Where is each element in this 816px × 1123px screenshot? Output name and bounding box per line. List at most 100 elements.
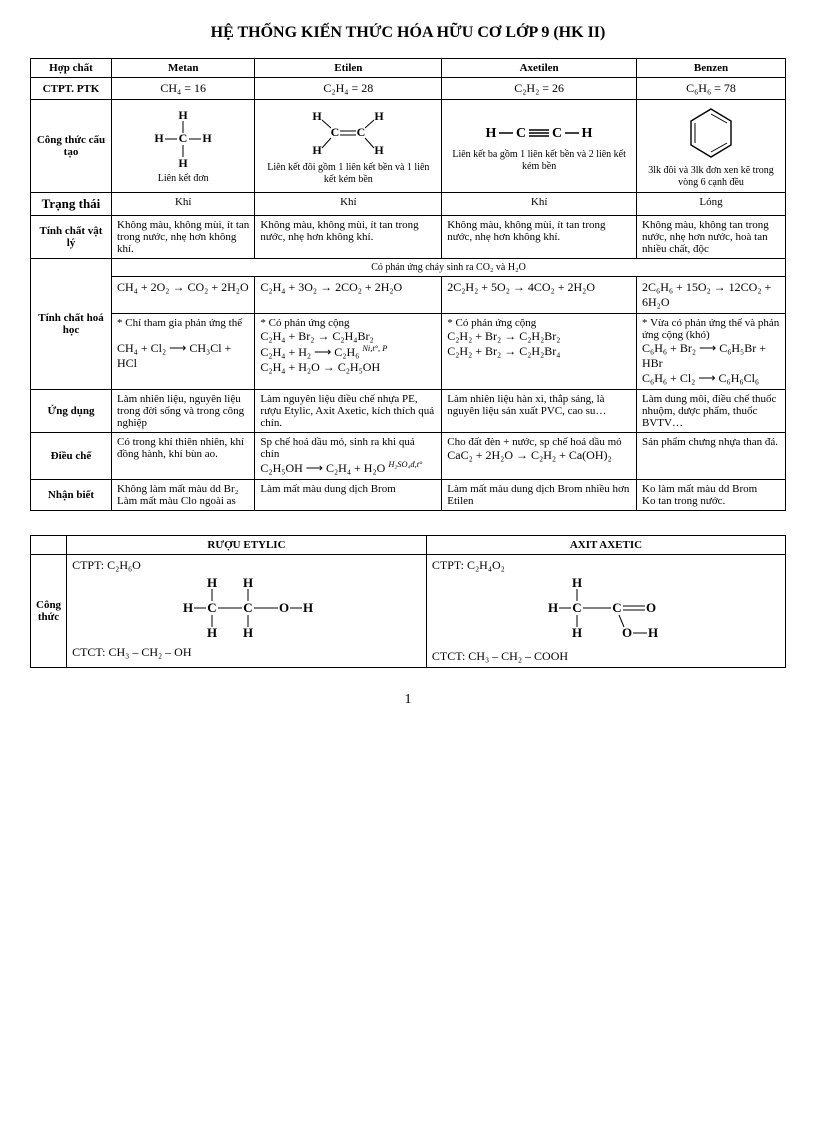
ctpt-label: CTPT. PTK: [31, 78, 112, 100]
tchh-eq-etilen-b: C₂H₄ + H₂ ⟶ C₂H₆ Ni,t°, P: [260, 344, 436, 360]
struct-benzen: 3lk đôi và 3lk đơn xen kẽ trong vòng 6 c…: [637, 100, 786, 193]
tbl2-congthuc-row: Công thức CTPT: C₂H₆O C C O H H H H H H: [31, 555, 786, 668]
svg-text:C: C: [552, 126, 562, 141]
dieuche-etilen-b: C₂H₅OH ⟶ C₂H₄ + H₂O H₂SO₄đ,t°: [260, 460, 436, 476]
tchh-eq-metan: CH₄ + Cl₂ ⟶ CH₃Cl + HCl: [117, 341, 249, 371]
acetic-acid-icon: C C H H H O O H: [541, 575, 671, 645]
tbl2-etylic: CTPT: C₂H₆O C C O H H H H H H CTCT:: [67, 555, 427, 668]
trangthai-etilen: Khí: [255, 193, 442, 216]
page-number: 1: [30, 692, 786, 708]
svg-text:H: H: [183, 600, 193, 615]
tchh-eq-etilen-a: C₂H₄ + Br₂ → C₂H₄Br₂: [260, 329, 436, 344]
tchh-eq-axetilen-a: C₂H₂ + Br₂ → C₂H₂Br₂: [447, 329, 631, 344]
page-title: HỆ THỐNG KIẾN THỨC HÓA HỮU CƠ LỚP 9 (HK …: [30, 24, 786, 42]
svg-text:C: C: [331, 125, 340, 139]
svg-text:H: H: [243, 625, 253, 640]
etylic-ctct: CTCT: CH₃ – CH₂ – OH: [72, 645, 421, 660]
ethylene-icon: C C H H H H: [303, 108, 393, 158]
tchh-eq-benzen-a: C₆H₆ + Br₂ ⟶ C₆H₅Br + HBr: [642, 341, 780, 371]
svg-text:H: H: [572, 625, 582, 640]
ungdung-etilen: Làm nguyên liệu điều chế nhựa PE, rượu E…: [255, 390, 442, 433]
svg-text:H: H: [207, 575, 217, 590]
tchh-c-axetilen: 2C₂H₂ + 5O₂ → 4CO₂ + 2H₂O: [442, 277, 637, 314]
svg-text:H: H: [572, 575, 582, 590]
ctpt-metan: CH₄ = 16: [112, 78, 255, 100]
svg-text:H: H: [313, 143, 323, 157]
struct-etilen: C C H H H H Liên kết đôi gồm 1 liên kết …: [255, 100, 442, 193]
tcvl-benzen: Không màu, không tan trong nước, nhẹ hơn…: [637, 216, 786, 259]
col-benzen: Benzen: [637, 59, 786, 78]
tchh-e-metan: * Chỉ tham gia phản ứng thế CH₄ + Cl₂ ⟶ …: [112, 314, 255, 390]
dieuche-axetilen-a: Cho đất đèn + nước, sp chế hoá dầu mỏ: [447, 436, 631, 448]
ctpt-row: CTPT. PTK CH₄ = 16 C₂H₄ = 28 C₂H₂ = 26 C…: [31, 78, 786, 100]
tchh-h-benzen: * Vừa có phản ứng thế và phản ứng cộng (…: [642, 317, 780, 341]
tchh-eq-axetilen-b: C₂H₂ + Br₂ → C₂H₂Br₄: [447, 344, 631, 359]
svg-text:H: H: [155, 131, 165, 145]
svg-text:H: H: [243, 575, 253, 590]
dieuche-axetilen-b: CaC₂ + 2H₂O → C₂H₂ + Ca(OH)₂: [447, 448, 631, 463]
tchh-c-metan: CH₄ + 2O₂ → CO₂ + 2H₂O: [112, 277, 255, 314]
svg-text:H: H: [648, 625, 658, 640]
nhanbiet-label: Nhận biết: [31, 480, 112, 511]
ungdung-metan: Làm nhiên liệu, nguyên liệu trong đời số…: [112, 390, 255, 433]
methane-icon: C H H H H: [153, 109, 213, 169]
svg-text:C: C: [179, 131, 188, 145]
svg-text:C: C: [516, 126, 526, 141]
tbl2-h0: [31, 536, 67, 555]
svg-text:O: O: [622, 625, 632, 640]
ungdung-benzen: Làm dung môi, điều chế thuốc nhuộm, dược…: [637, 390, 786, 433]
svg-text:H: H: [548, 600, 558, 615]
tchh-eq-benzen-b: C₆H₆ + Cl₂ ⟶ C₆H₆Cl₆: [642, 371, 780, 386]
svg-text:H: H: [303, 600, 313, 615]
tchh-eq-etilen-c: C₂H₄ + H₂O → C₂H₅OH: [260, 360, 436, 375]
struct-note-benzen: 3lk đôi và 3lk đơn xen kẽ trong vòng 6 c…: [642, 165, 780, 189]
tbl2-axetic: CTPT: C₂H₄O₂ C C H H H O O H CTCT: CH₃ –…: [426, 555, 785, 668]
struct-axetilen: H C C H Liên kết ba gồm 1 liên kết bền v…: [442, 100, 637, 193]
tcvl-label: Tính chất vật lý: [31, 216, 112, 259]
ctpt-benzen: C₆H₆ = 78: [637, 78, 786, 100]
tchh-eq-etilen-b-eq: C₂H₄ + H₂ ⟶ C₂H₆: [260, 345, 359, 359]
ungdung-axetilen: Làm nhiên liệu hàn xì, thắp sáng, là ngu…: [442, 390, 637, 433]
svg-text:C: C: [612, 600, 621, 615]
svg-text:C: C: [208, 600, 217, 615]
trangthai-label: Trạng thái: [31, 193, 112, 216]
svg-text:O: O: [646, 600, 656, 615]
tchh-e-axetilen: * Có phản ứng cộng C₂H₂ + Br₂ → C₂H₂Br₂ …: [442, 314, 637, 390]
trangthai-benzen: Lỏng: [637, 193, 786, 216]
tchh-span: Có phản ứng cháy sinh ra CO₂ và H₂O: [112, 259, 786, 277]
svg-text:C: C: [244, 600, 253, 615]
ungdung-row: Ứng dụng Làm nhiên liệu, nguyên liệu tro…: [31, 390, 786, 433]
struct-metan: C H H H H Liên kết đơn: [112, 100, 255, 193]
tbl2-header-row: RƯỢU ETYLIC AXIT AXETIC: [31, 536, 786, 555]
tchh-c-etilen: C₂H₄ + 3O₂ → 2CO₂ + 2H₂O: [255, 277, 442, 314]
svg-text:O: O: [279, 600, 289, 615]
dieuche-label: Điều chế: [31, 433, 112, 480]
dieuche-etilen-b-eq: C₂H₅OH ⟶ C₂H₄ + H₂O: [260, 461, 385, 475]
svg-text:H: H: [203, 131, 213, 145]
trangthai-metan: Khí: [112, 193, 255, 216]
col-hopchat: Hợp chất: [31, 59, 112, 78]
axetic-ctpt: CTPT: C₂H₄O₂: [432, 558, 780, 573]
tcvl-row: Tính chất vật lý Không màu, không mùi, í…: [31, 216, 786, 259]
struct-note-metan: Liên kết đơn: [117, 173, 249, 185]
nhanbiet-benzen: Ko làm mất màu dd Brom Ko tan trong nước…: [637, 480, 786, 511]
tchh-extra-row: * Chỉ tham gia phản ứng thế CH₄ + Cl₂ ⟶ …: [31, 314, 786, 390]
tcvl-axetilen: Không màu, không mùi, ít tan trong nước,…: [442, 216, 637, 259]
ctpt-axetilen: C₂H₂ = 26: [442, 78, 637, 100]
ungdung-label: Ứng dụng: [31, 390, 112, 433]
svg-text:H: H: [375, 143, 385, 157]
tcvl-metan: Không màu, không mùi, ít tan trong nước,…: [112, 216, 255, 259]
tchh-combust-row: CH₄ + 2O₂ → CO₂ + 2H₂O C₂H₄ + 3O₂ → 2CO₂…: [31, 277, 786, 314]
dieuche-axetilen: Cho đất đèn + nước, sp chế hoá dầu mỏ Ca…: [442, 433, 637, 480]
dieuche-row: Điều chế Có trong khí thiên nhiên, khí đ…: [31, 433, 786, 480]
dieuche-benzen: Sản phẩm chưng nhựa than đá.: [637, 433, 786, 480]
svg-text:H: H: [486, 126, 497, 141]
tbl2-congthuc-label: Công thức: [31, 555, 67, 668]
struct-label: Công thức cấu tạo: [31, 100, 112, 193]
dieuche-etilen: Sp chế hoá dầu mỏ, sinh ra khi quả chín …: [255, 433, 442, 480]
header-row: Hợp chất Metan Etilen Axetilen Benzen: [31, 59, 786, 78]
main-comparison-table: Hợp chất Metan Etilen Axetilen Benzen CT…: [30, 58, 786, 511]
nhanbiet-row: Nhận biết Không làm mất màu dd Br₂ Làm m…: [31, 480, 786, 511]
col-axetilen: Axetilen: [442, 59, 637, 78]
struct-note-axetilen: Liên kết ba gồm 1 liên kết bền và 2 liên…: [447, 149, 631, 173]
